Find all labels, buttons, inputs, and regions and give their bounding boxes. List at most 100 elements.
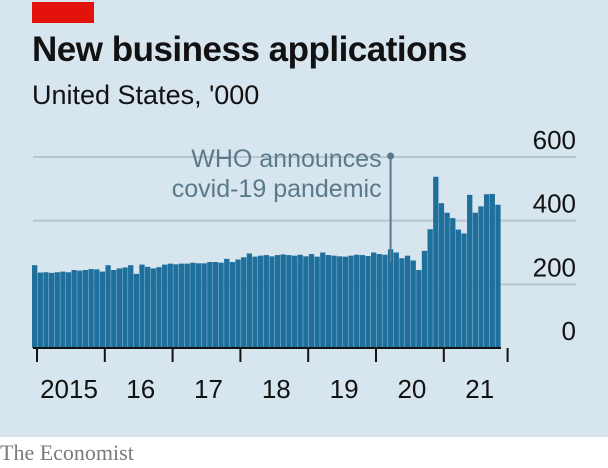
x-tick-label: 2015 xyxy=(40,374,98,404)
bar xyxy=(427,229,433,348)
bar xyxy=(122,267,128,348)
bar xyxy=(320,252,326,348)
bar xyxy=(201,263,207,348)
bar xyxy=(438,203,445,348)
bar xyxy=(314,256,320,348)
bar xyxy=(54,272,60,348)
bar xyxy=(337,256,343,348)
bar xyxy=(354,254,360,348)
bar xyxy=(433,176,439,348)
bar xyxy=(258,255,264,348)
bar xyxy=(178,263,185,348)
bar xyxy=(455,229,462,348)
bar xyxy=(359,255,365,348)
bar xyxy=(461,233,467,348)
bar xyxy=(484,194,490,348)
bar xyxy=(167,263,173,348)
x-tick-label: 20 xyxy=(397,374,426,404)
bar xyxy=(371,252,377,348)
bar xyxy=(133,273,139,348)
bar xyxy=(286,255,292,348)
x-tick-label: 18 xyxy=(262,374,291,404)
y-tick-label: 600 xyxy=(533,125,576,155)
annotation-label: covid-19 pandemic xyxy=(172,175,382,203)
bar xyxy=(387,249,394,348)
brand-tag xyxy=(32,2,94,23)
bar xyxy=(331,255,337,348)
bars xyxy=(32,176,501,348)
bar xyxy=(472,212,478,348)
bar xyxy=(173,264,179,348)
bar xyxy=(410,260,416,348)
x-tick-label: 21 xyxy=(465,374,494,404)
bar xyxy=(297,254,303,348)
bar xyxy=(263,255,269,348)
bar xyxy=(303,256,309,348)
source-logo: The Economist xyxy=(0,440,134,465)
bar xyxy=(444,212,450,348)
bar xyxy=(348,255,354,348)
bar xyxy=(37,272,43,348)
bar xyxy=(116,268,123,348)
bar xyxy=(495,204,501,348)
bar xyxy=(478,206,484,348)
bar xyxy=(280,254,286,348)
bar xyxy=(252,256,258,348)
annotation-dot xyxy=(387,152,395,160)
bar xyxy=(60,271,66,348)
bar xyxy=(161,264,168,348)
bar xyxy=(207,262,213,348)
bar xyxy=(365,256,371,348)
chart-subtitle: United States, '000 xyxy=(32,80,260,110)
x-tick-label: 17 xyxy=(194,374,223,404)
bar xyxy=(325,255,332,348)
bar xyxy=(399,258,405,348)
x-tick-label: 16 xyxy=(126,374,155,404)
chart-panel xyxy=(0,0,608,437)
bar xyxy=(156,267,162,348)
bar xyxy=(308,254,315,348)
bar xyxy=(88,269,94,348)
bar xyxy=(190,262,196,348)
bar xyxy=(94,269,100,348)
bar xyxy=(65,272,72,348)
bar xyxy=(393,252,399,348)
bar xyxy=(128,265,134,348)
bar xyxy=(489,193,495,348)
y-tick-label: 0 xyxy=(562,316,576,346)
bar xyxy=(416,270,422,348)
bar xyxy=(195,263,202,348)
bar xyxy=(291,255,298,348)
bar xyxy=(43,272,49,348)
y-tick-label: 200 xyxy=(533,252,576,282)
bar xyxy=(376,254,382,348)
bar xyxy=(404,255,411,348)
bar xyxy=(32,265,38,348)
chart-title: New business applications xyxy=(32,30,467,69)
y-tick-label: 400 xyxy=(533,189,576,219)
bar xyxy=(48,272,55,348)
x-tick-label: 19 xyxy=(330,374,359,404)
bar xyxy=(139,264,145,348)
annotation-label: WHO announces xyxy=(191,145,381,173)
bar xyxy=(421,250,428,348)
bar xyxy=(467,194,473,348)
bar xyxy=(99,271,106,348)
bar-chart: 2015 16 17 18 19 20 21 0 200 400 600 WHO announce… xyxy=(32,125,576,404)
bar xyxy=(269,256,275,348)
bar xyxy=(241,257,247,348)
bar xyxy=(150,268,156,348)
bar xyxy=(450,218,456,348)
bar xyxy=(246,253,252,348)
bar xyxy=(77,270,83,348)
bar xyxy=(111,270,117,348)
x-axis: 2015 16 17 18 19 20 21 xyxy=(33,347,509,404)
bar xyxy=(235,259,241,348)
bar xyxy=(71,270,77,348)
bar xyxy=(184,263,190,348)
bar xyxy=(229,262,236,348)
bar xyxy=(274,255,281,348)
bar xyxy=(342,256,349,348)
bar xyxy=(224,258,230,348)
